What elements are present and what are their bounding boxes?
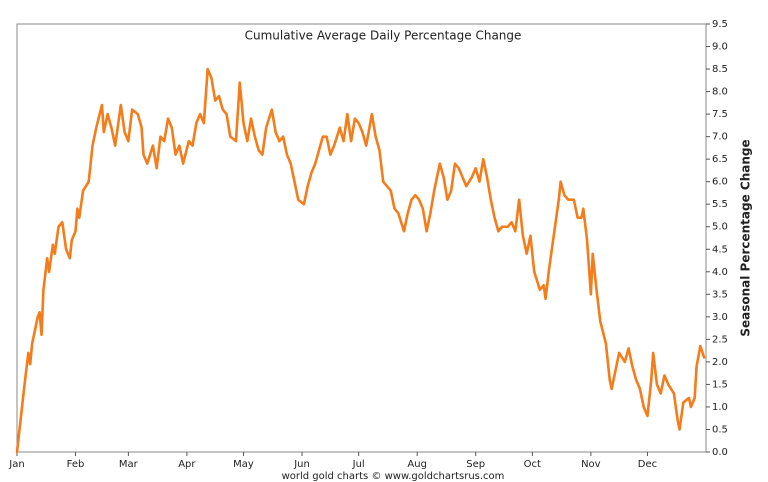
y-tick-label: 7.0 [712, 132, 728, 143]
y-tick-label: 9.0 [712, 42, 728, 53]
source-note: world gold charts © www.goldchartsrus.co… [282, 471, 505, 482]
y-tick-label: 4.0 [712, 267, 728, 278]
plot-frame [16, 23, 707, 453]
x-tick-label: Feb [67, 459, 85, 470]
y-tick-label: 3.0 [712, 312, 728, 323]
y-tick-label: 3.5 [712, 289, 728, 300]
y-tick-label: 4.5 [712, 244, 728, 255]
x-tick-label: Jul [352, 459, 365, 470]
y-tick-label: 7.5 [712, 109, 728, 120]
x-tick-label: Dec [638, 459, 657, 470]
x-tick-label: Aug [407, 459, 427, 470]
x-tick-label: Apr [178, 459, 196, 470]
x-tick-label: Jan [8, 459, 24, 470]
y-tick-label: 0.0 [712, 447, 728, 458]
x-tick-label: Mar [119, 459, 139, 470]
x-tick-label: Nov [581, 459, 601, 470]
y-tick-label: 6.5 [712, 154, 728, 165]
data-line [15, 67, 706, 454]
x-tick-label: Sep [466, 459, 485, 470]
y-axis-label: Seasonal Percentage Change [739, 139, 753, 336]
y-tick-label: 5.5 [712, 199, 728, 210]
chart-title: Cumulative Average Daily Percentage Chan… [245, 29, 522, 43]
y-tick-label: 0.5 [712, 424, 728, 435]
y-tick-label: 1.5 [712, 379, 728, 390]
y-tick-label: 1.0 [712, 402, 728, 413]
y-tick-label: 9.5 [712, 19, 728, 30]
x-tick-label: Oct [524, 459, 541, 470]
y-tick-label: 8.5 [712, 64, 728, 75]
y-tick-label: 6.0 [712, 177, 728, 188]
x-tick-label: May [233, 459, 254, 470]
y-tick-label: 2.5 [712, 334, 728, 345]
y-tick-label: 8.0 [712, 87, 728, 98]
y-tick-label: 2.0 [712, 357, 728, 368]
x-tick-label: Jun [293, 459, 310, 470]
y-tick-label: 5.0 [712, 222, 728, 233]
